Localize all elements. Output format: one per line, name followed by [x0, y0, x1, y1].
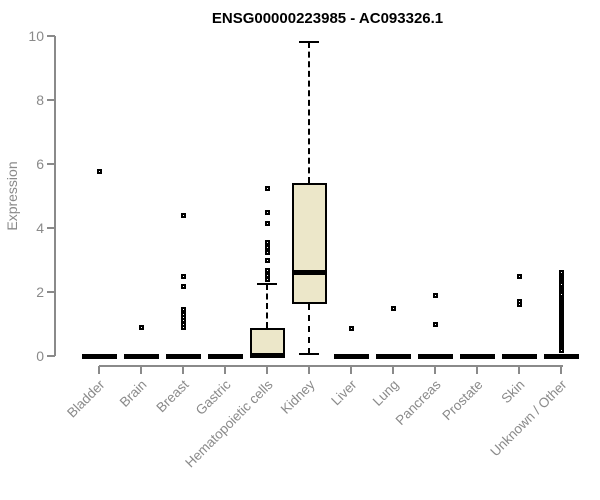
- median-line: [123, 353, 159, 359]
- outlier-point: [390, 305, 396, 311]
- median-line: [501, 353, 537, 359]
- outlier-point: [264, 245, 270, 251]
- outlier-point: [516, 273, 522, 279]
- chart-title: ENSG00000223985 - AC093326.1: [211, 10, 444, 27]
- outlier-point: [264, 240, 270, 246]
- median-line: [207, 353, 243, 359]
- x-axis-tick: [350, 366, 352, 374]
- upper-whisker-cap: [299, 41, 319, 44]
- y-tick-label: 4: [36, 220, 44, 236]
- upper-whisker: [308, 42, 310, 183]
- outlier-point: [558, 347, 564, 353]
- outlier-point: [138, 324, 144, 330]
- median-line: [375, 353, 411, 359]
- y-tick-label: 6: [36, 156, 44, 172]
- y-axis-tick: [47, 99, 55, 101]
- median-line: [459, 353, 495, 359]
- upper-whisker: [266, 284, 268, 328]
- outlier-point: [180, 284, 186, 290]
- x-axis-line: [99, 365, 563, 367]
- median-line: [165, 353, 201, 359]
- median-line: [543, 353, 579, 359]
- y-tick-label: 10: [28, 28, 44, 44]
- lower-whisker-cap: [299, 353, 319, 356]
- outlier-point: [432, 292, 438, 298]
- outlier-point: [264, 268, 270, 274]
- median-line: [291, 270, 327, 276]
- x-axis-tick: [392, 366, 394, 374]
- outlier-point: [264, 272, 270, 278]
- x-axis-tick: [308, 366, 310, 374]
- y-axis-tick: [47, 227, 55, 229]
- x-axis-tick: [98, 366, 100, 374]
- outlier-point: [264, 209, 270, 215]
- y-axis-tick: [47, 163, 55, 165]
- median-line: [417, 353, 453, 359]
- x-axis-tick: [266, 366, 268, 374]
- y-tick-label: 0: [36, 348, 44, 364]
- outlier-point: [264, 221, 270, 227]
- y-axis-label: Expression: [4, 161, 20, 231]
- y-tick-label: 2: [36, 284, 44, 300]
- x-axis-tick: [434, 366, 436, 374]
- outlier-point: [180, 307, 186, 313]
- x-axis-tick: [224, 366, 226, 374]
- outlier-point: [264, 258, 270, 264]
- y-axis-tick: [47, 291, 55, 293]
- outlier-point: [432, 321, 438, 327]
- y-axis-tick: [47, 355, 55, 357]
- x-axis-tick: [182, 366, 184, 374]
- outlier-point: [516, 301, 522, 307]
- lower-whisker: [308, 303, 310, 355]
- outlier-point: [180, 324, 186, 330]
- median-line: [81, 353, 117, 359]
- median-line: [249, 352, 285, 358]
- x-axis-tick: [560, 366, 562, 374]
- outlier-point: [180, 274, 186, 280]
- outlier-point: [348, 326, 354, 332]
- upper-whisker-cap: [257, 283, 277, 285]
- y-tick-label: 8: [36, 92, 44, 108]
- outlier-point: [96, 168, 102, 174]
- median-line: [333, 353, 369, 359]
- outlier-point: [264, 250, 270, 256]
- x-axis-tick: [476, 366, 478, 374]
- x-axis-tick: [518, 366, 520, 374]
- y-axis-line: [54, 36, 56, 356]
- box: [291, 182, 327, 304]
- outlier-point: [180, 213, 186, 219]
- y-axis-tick: [47, 35, 55, 37]
- x-axis-tick: [140, 366, 142, 374]
- outlier-point: [264, 276, 270, 282]
- outlier-point: [264, 185, 270, 191]
